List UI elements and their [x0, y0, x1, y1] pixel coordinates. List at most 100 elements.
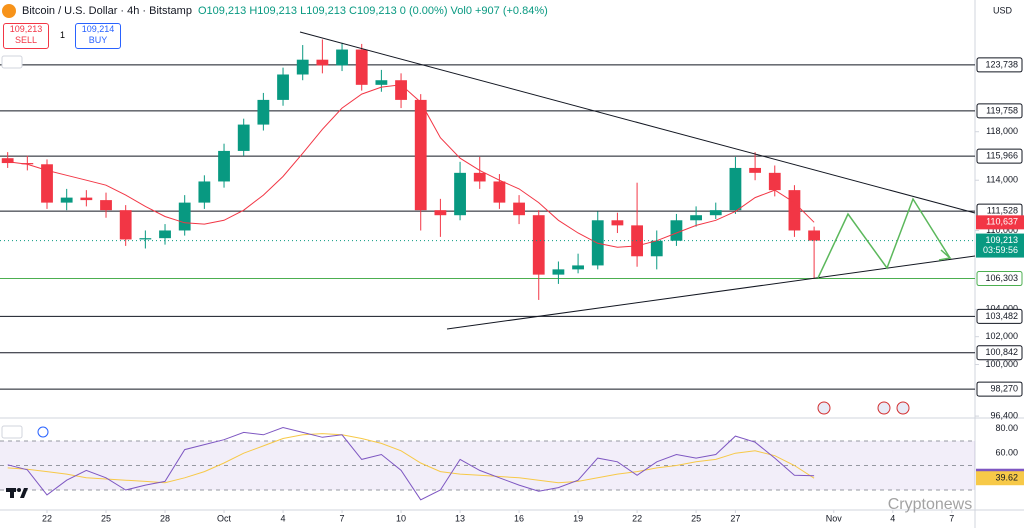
event-icon[interactable] [896, 401, 910, 415]
collapse-button[interactable] [1, 425, 23, 439]
candle-body [41, 164, 53, 203]
candle-body [788, 190, 801, 231]
candle-body [316, 59, 329, 66]
symbol-title: Bitcoin / U.S. Dollar · 4h · Bitstamp [22, 5, 192, 17]
level-box [976, 308, 1023, 324]
level-label: 119,758 [986, 105, 1018, 115]
moving-average [7, 84, 815, 248]
x-tick-label: Oct [217, 513, 232, 523]
price-axis-bg [975, 0, 1024, 528]
rsi-line [7, 426, 815, 501]
x-tick-label: 19 [573, 513, 583, 523]
spread: 1 [60, 30, 66, 40]
candle-body [178, 202, 191, 231]
candle-body [729, 167, 742, 211]
y-tick-label: 102,000 [985, 331, 1018, 341]
candle-body [631, 225, 643, 257]
rsi-value-label: 39.62 [995, 473, 1018, 483]
x-tick-label: Nov [826, 513, 843, 523]
candle-body [611, 220, 624, 226]
y-tick-label: 104,000 [985, 304, 1018, 314]
candle-body [119, 210, 132, 240]
y-tick-label: 118,000 [986, 126, 1018, 136]
candle-body [749, 167, 761, 173]
candle-body [277, 74, 289, 100]
x-tick-label: 22 [632, 513, 642, 523]
buy-label: BUY [88, 35, 108, 45]
sell-button[interactable]: 109,213 SELL [3, 23, 49, 49]
projection-arrow [938, 249, 952, 261]
support-box [976, 271, 1023, 287]
settings-icon[interactable] [37, 426, 49, 438]
sell-label: SELL [14, 35, 38, 45]
candle-body [80, 197, 93, 201]
x-tick-label: 7 [949, 513, 954, 523]
level-box [976, 345, 1023, 361]
logo-part [20, 488, 28, 498]
trendline-down [299, 31, 976, 214]
level-label: 123,738 [985, 59, 1018, 69]
x-tick-label: 27 [730, 513, 740, 523]
price-label-box [976, 215, 1024, 230]
candle-body [454, 172, 466, 216]
ohlc-values: O109,213 H109,213 L109,213 C109,213 0 (0… [197, 5, 548, 17]
x-tick-label: 4 [890, 513, 895, 523]
level-box [976, 381, 1023, 397]
candle-body [670, 220, 683, 241]
logo-part [17, 488, 21, 492]
collapse-button[interactable] [1, 55, 23, 69]
level-box [976, 148, 1023, 164]
candle-body [1, 158, 14, 164]
trendline-up [446, 255, 976, 330]
candle-body [690, 215, 702, 221]
buy-button[interactable]: 109,214 BUY [75, 23, 121, 49]
x-tick-label: 28 [160, 513, 170, 523]
rsi-ma-line [7, 433, 815, 484]
rsi-tick-label: 60.00 [995, 448, 1018, 458]
candle-body [434, 210, 447, 216]
y-tick-label: 110,000 [986, 225, 1018, 235]
candle-body [552, 269, 565, 275]
x-tick-label: 13 [455, 513, 465, 523]
currency[interactable]: USD [993, 5, 1013, 15]
level-label: 103,482 [985, 311, 1018, 321]
event-icon[interactable] [817, 401, 831, 415]
sell-price: 109,213 [9, 24, 43, 34]
event-icons[interactable] [817, 401, 910, 415]
price-label-box [976, 233, 1024, 258]
candle-body [473, 172, 486, 182]
x-tick-label: 4 [281, 513, 286, 523]
y-tick-label: 114,000 [986, 175, 1018, 185]
candle-body [414, 99, 427, 211]
candle-body [395, 80, 407, 100]
candle-body [100, 200, 112, 211]
tv-logo [6, 488, 28, 498]
level-label: 111,528 [987, 205, 1018, 215]
y-tick-label: 100,000 [985, 359, 1018, 369]
candle-body [296, 59, 309, 75]
projection-path [817, 197, 951, 279]
drawings [299, 31, 976, 330]
level-label: 115,966 [986, 151, 1018, 161]
candle-body [355, 49, 368, 85]
countdown: 03:59:56 [983, 245, 1018, 255]
event-icon[interactable] [877, 401, 891, 415]
x-tick-label: 16 [514, 513, 524, 523]
buy-price: 109,214 [81, 24, 115, 34]
rsi-tick-label: 80.00 [995, 423, 1018, 433]
candle-body [237, 124, 250, 151]
candle-body [709, 210, 722, 216]
candle-body [198, 181, 211, 203]
price-label: 109,213 [985, 235, 1018, 245]
candle-body [375, 80, 388, 85]
support-label: 106,303 [985, 273, 1018, 283]
x-tick-label: 22 [42, 513, 52, 523]
y-tick-label: 96,400 [990, 410, 1018, 420]
candle-body [159, 230, 171, 239]
candle-body [808, 230, 821, 241]
candle-body [650, 240, 663, 257]
level-label: 100,842 [985, 347, 1018, 357]
candle-body [336, 49, 348, 66]
candle-body [572, 265, 584, 270]
